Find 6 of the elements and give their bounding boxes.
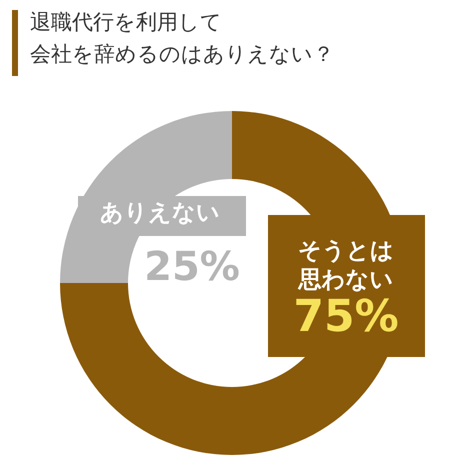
slice-label: そうとは思わない	[298, 238, 394, 293]
text: 会社を辞めるのはありえない？	[30, 42, 334, 66]
text: 退職代行を利用して	[30, 10, 222, 34]
slice-label: ありえない	[100, 200, 220, 226]
data-label: 75%	[293, 291, 399, 342]
data-label: 25%	[144, 244, 240, 290]
